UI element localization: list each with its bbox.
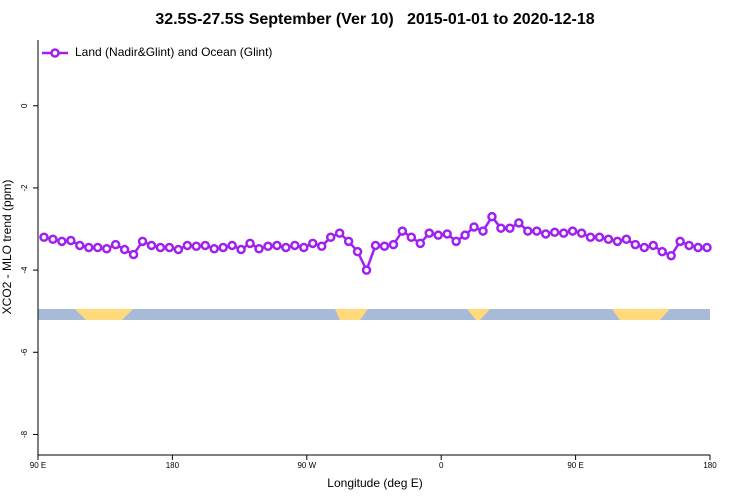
land-ocean-band bbox=[38, 309, 710, 320]
point bbox=[487, 211, 497, 222]
point bbox=[146, 240, 157, 251]
point bbox=[57, 236, 67, 247]
point bbox=[316, 241, 327, 252]
y-tick-label: -6 bbox=[20, 348, 29, 356]
point bbox=[66, 235, 76, 246]
point bbox=[612, 236, 623, 247]
point bbox=[621, 234, 632, 245]
x-tick-label: 90 W bbox=[297, 461, 316, 470]
land-segment bbox=[612, 309, 670, 320]
x-tick-label: 180 bbox=[166, 461, 180, 470]
point bbox=[299, 242, 309, 253]
point bbox=[675, 236, 685, 247]
point bbox=[702, 242, 712, 253]
point bbox=[272, 240, 282, 251]
y-axis-label: XCO2 - MLO trend (ppm) bbox=[0, 180, 14, 315]
point bbox=[549, 227, 560, 238]
point bbox=[325, 232, 336, 242]
point bbox=[245, 238, 255, 249]
point bbox=[693, 242, 703, 253]
chart-title: 32.5S-27.5S September (Ver 10) 2015-01-0… bbox=[155, 11, 594, 28]
point bbox=[343, 236, 354, 247]
x-tick-label: 180 bbox=[703, 461, 717, 470]
land-segment bbox=[75, 309, 133, 320]
point bbox=[227, 240, 237, 251]
point bbox=[334, 228, 345, 238]
y-tick-label: 0 bbox=[20, 103, 29, 108]
point bbox=[84, 242, 94, 253]
point bbox=[370, 240, 381, 251]
point bbox=[684, 240, 694, 251]
point bbox=[433, 230, 443, 240]
point bbox=[540, 229, 551, 239]
x-axis-label: Longitude (deg E) bbox=[327, 476, 422, 490]
point bbox=[523, 226, 533, 236]
point bbox=[630, 239, 641, 250]
point bbox=[182, 240, 193, 251]
point bbox=[92, 242, 103, 253]
point bbox=[603, 234, 614, 245]
point bbox=[388, 239, 399, 250]
point bbox=[576, 228, 587, 238]
point bbox=[263, 241, 273, 252]
point bbox=[75, 240, 85, 251]
y-tick-label: -8 bbox=[20, 430, 29, 438]
land-segment bbox=[335, 309, 368, 320]
point bbox=[200, 240, 211, 251]
point bbox=[155, 242, 166, 253]
point bbox=[218, 242, 228, 253]
point bbox=[119, 244, 130, 255]
point bbox=[397, 226, 408, 236]
point bbox=[236, 244, 246, 255]
point bbox=[514, 218, 524, 228]
point bbox=[137, 236, 148, 247]
point bbox=[209, 243, 219, 254]
ocean-band bbox=[38, 309, 710, 320]
point bbox=[424, 228, 435, 238]
legend-marker bbox=[50, 48, 60, 58]
point bbox=[532, 226, 542, 236]
land-segment bbox=[467, 309, 490, 320]
point bbox=[496, 223, 506, 233]
point bbox=[191, 241, 202, 252]
y-tick-label: -2 bbox=[20, 184, 29, 192]
point bbox=[567, 226, 578, 236]
point bbox=[478, 226, 488, 236]
point bbox=[361, 265, 372, 275]
point bbox=[173, 244, 184, 255]
point bbox=[352, 246, 363, 257]
point bbox=[648, 240, 659, 251]
point bbox=[505, 223, 515, 233]
x-tick-label: 0 bbox=[439, 461, 444, 470]
point bbox=[639, 242, 650, 253]
point bbox=[460, 230, 470, 240]
point bbox=[281, 242, 291, 253]
point bbox=[110, 239, 121, 250]
point bbox=[308, 238, 318, 249]
point bbox=[451, 236, 461, 247]
point bbox=[128, 249, 139, 260]
point bbox=[469, 222, 479, 232]
point bbox=[254, 243, 264, 254]
point bbox=[290, 240, 300, 251]
point bbox=[39, 232, 49, 242]
y-tick-label: -4 bbox=[20, 266, 29, 274]
point bbox=[164, 242, 175, 253]
x-tick-label: 90 E bbox=[567, 461, 583, 470]
point bbox=[558, 228, 569, 238]
point bbox=[657, 246, 667, 257]
point bbox=[585, 232, 596, 242]
x-tick-label: 90 E bbox=[30, 461, 46, 470]
point bbox=[415, 238, 426, 249]
point bbox=[379, 241, 390, 252]
point bbox=[666, 250, 676, 261]
point bbox=[406, 232, 417, 242]
legend-label: Land (Nadir&Glint) and Ocean (Glint) bbox=[75, 45, 272, 59]
point bbox=[594, 232, 605, 242]
point bbox=[48, 234, 58, 245]
point bbox=[442, 229, 452, 239]
point bbox=[101, 243, 112, 254]
